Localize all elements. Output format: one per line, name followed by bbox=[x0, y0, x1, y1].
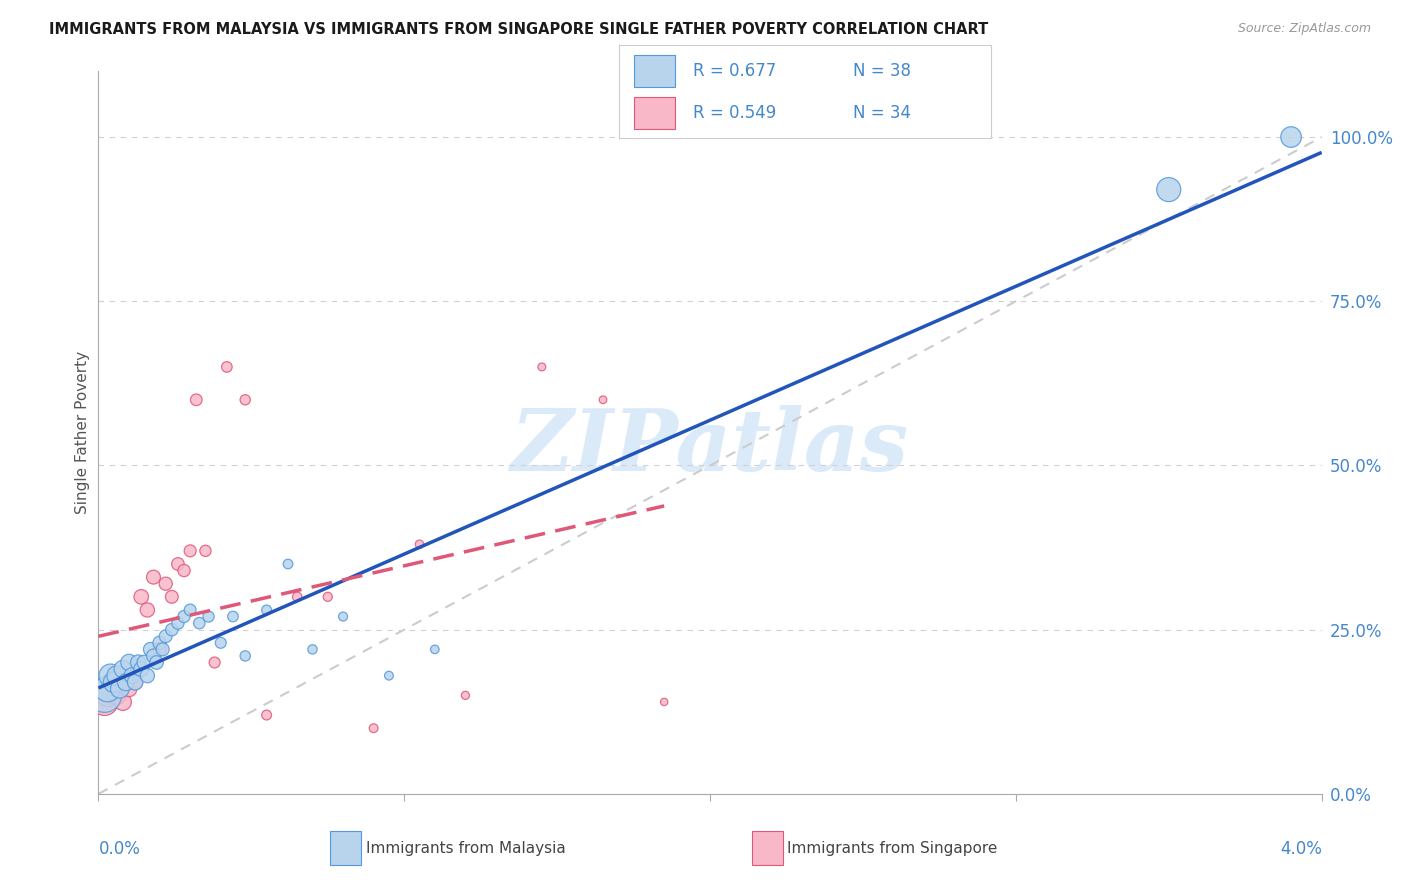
Point bbox=[179, 603, 201, 617]
Point bbox=[277, 557, 299, 571]
Text: R = 0.549: R = 0.549 bbox=[693, 104, 776, 122]
Point bbox=[100, 681, 122, 696]
Point bbox=[188, 616, 211, 631]
Point bbox=[149, 642, 172, 657]
Point bbox=[222, 609, 245, 624]
Point bbox=[215, 359, 238, 374]
Point bbox=[105, 689, 128, 703]
Text: N = 38: N = 38 bbox=[853, 62, 911, 79]
Point bbox=[301, 642, 323, 657]
Point bbox=[142, 570, 165, 584]
Point bbox=[186, 392, 208, 407]
Point bbox=[103, 675, 125, 690]
Text: N = 34: N = 34 bbox=[853, 104, 911, 122]
Point bbox=[115, 675, 138, 690]
Point bbox=[105, 668, 128, 682]
Point bbox=[145, 656, 167, 670]
Point bbox=[160, 590, 183, 604]
Point bbox=[121, 668, 143, 682]
Point bbox=[530, 359, 553, 374]
Point bbox=[129, 662, 152, 676]
Point bbox=[197, 609, 219, 624]
Point bbox=[173, 564, 195, 578]
Point bbox=[1279, 130, 1302, 145]
Point bbox=[127, 656, 149, 670]
Point bbox=[316, 590, 339, 604]
Point bbox=[378, 668, 401, 682]
Point bbox=[118, 681, 141, 696]
Text: Source: ZipAtlas.com: Source: ZipAtlas.com bbox=[1237, 22, 1371, 36]
Point bbox=[93, 689, 115, 703]
Point bbox=[155, 629, 177, 643]
Point bbox=[103, 675, 125, 690]
Point bbox=[256, 603, 278, 617]
Point bbox=[97, 681, 120, 696]
Text: R = 0.677: R = 0.677 bbox=[693, 62, 776, 79]
Y-axis label: Single Father Poverty: Single Father Poverty bbox=[75, 351, 90, 514]
Text: 0.0%: 0.0% bbox=[98, 840, 141, 858]
Point bbox=[167, 557, 190, 571]
Point bbox=[111, 662, 134, 676]
Point bbox=[134, 656, 156, 670]
Point bbox=[408, 537, 430, 551]
Point bbox=[124, 675, 146, 690]
Point bbox=[592, 392, 614, 407]
Point bbox=[115, 675, 138, 690]
Point bbox=[100, 668, 122, 682]
Point bbox=[139, 642, 162, 657]
Point bbox=[233, 648, 256, 663]
Point bbox=[256, 708, 278, 723]
Point bbox=[124, 675, 146, 690]
Point bbox=[111, 695, 134, 709]
Text: Immigrants from Singapore: Immigrants from Singapore bbox=[787, 841, 998, 855]
Point bbox=[233, 392, 256, 407]
Text: 4.0%: 4.0% bbox=[1279, 840, 1322, 858]
Point bbox=[167, 616, 190, 631]
Point bbox=[363, 721, 385, 735]
Point bbox=[155, 576, 177, 591]
Point bbox=[160, 623, 183, 637]
Bar bbox=[634, 97, 675, 129]
Point bbox=[108, 668, 131, 682]
Point bbox=[1157, 183, 1180, 197]
Text: Immigrants from Malaysia: Immigrants from Malaysia bbox=[366, 841, 565, 855]
Point bbox=[173, 609, 195, 624]
Point bbox=[179, 544, 201, 558]
Point bbox=[142, 648, 165, 663]
Text: IMMIGRANTS FROM MALAYSIA VS IMMIGRANTS FROM SINGAPORE SINGLE FATHER POVERTY CORR: IMMIGRANTS FROM MALAYSIA VS IMMIGRANTS F… bbox=[49, 22, 988, 37]
Point bbox=[108, 681, 131, 696]
Point bbox=[129, 590, 152, 604]
Point bbox=[93, 695, 115, 709]
Point bbox=[97, 689, 120, 703]
Point bbox=[204, 656, 226, 670]
Point bbox=[152, 642, 174, 657]
Point bbox=[149, 636, 172, 650]
Point bbox=[454, 689, 477, 703]
Point bbox=[194, 544, 217, 558]
Point bbox=[285, 590, 308, 604]
Point bbox=[136, 668, 159, 682]
Point bbox=[136, 603, 159, 617]
Text: ZIPatlas: ZIPatlas bbox=[510, 405, 910, 489]
Point bbox=[118, 656, 141, 670]
Point bbox=[332, 609, 354, 624]
Point bbox=[423, 642, 446, 657]
Point bbox=[652, 695, 675, 709]
Bar bbox=[634, 55, 675, 87]
Point bbox=[121, 668, 143, 682]
Point bbox=[209, 636, 232, 650]
